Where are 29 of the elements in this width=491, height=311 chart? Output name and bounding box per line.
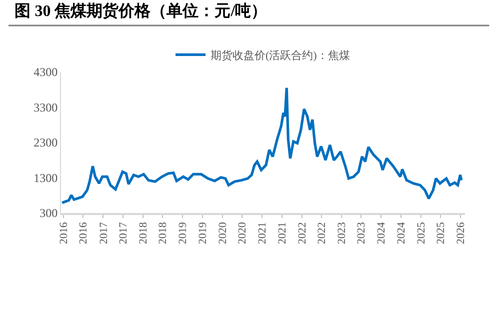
y-tick-label: 4300	[34, 65, 58, 80]
x-tick-label: 2020	[216, 222, 229, 244]
x-tick-label: 2020	[236, 222, 249, 244]
chart-title: 图 30 焦煤期货价格（单位：元/吨）	[14, 2, 268, 20]
legend-label: 期货收盘价(活跃合约)：焦煤	[210, 48, 350, 62]
x-tick-label: 2026	[455, 222, 468, 244]
x-tick-label: 2023	[336, 222, 348, 244]
x-tick-label: 2017	[98, 222, 110, 244]
y-tick-label: 300	[40, 206, 58, 220]
x-tick-label: 2019	[177, 222, 190, 244]
x-tick-label: 2016	[78, 222, 90, 244]
x-tick-label: 2021	[276, 222, 288, 244]
x-tick-label: 2023	[356, 222, 368, 244]
x-tick-label: 2016	[58, 222, 70, 244]
x-tick-label: 2018	[157, 222, 170, 244]
x-tick-label: 2022	[296, 222, 308, 244]
x-tick-label: 2019	[196, 222, 209, 244]
x-tick-label: 2018	[137, 222, 150, 244]
y-tick-label: 2300	[34, 136, 58, 150]
x-tick-label: 2022	[316, 222, 328, 244]
x-tick-label: 2024	[396, 222, 408, 244]
x-tick-label: 2025	[416, 222, 428, 244]
y-tick-label: 3300	[34, 100, 58, 114]
x-tick-label: 2025	[435, 222, 448, 244]
x-tick-label: 2024	[376, 222, 388, 244]
x-tick-label: 2017	[117, 222, 130, 244]
y-tick-label: 1300	[34, 170, 58, 185]
x-tick-label: 2021	[256, 222, 269, 244]
line-series	[61, 86, 463, 204]
